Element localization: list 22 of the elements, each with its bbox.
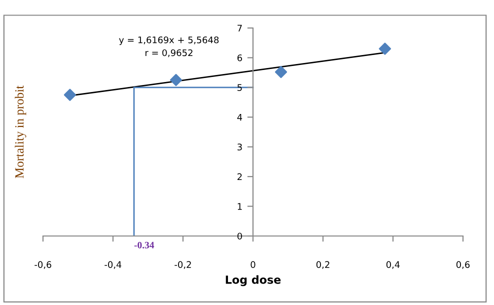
y-tick-label: 6 (237, 54, 242, 62)
x-tick-label: -0,6 (34, 261, 52, 269)
y-tick-label: 0 (237, 232, 242, 240)
x-tick-label: 0,4 (386, 261, 400, 269)
point (274, 66, 288, 78)
x-tick-label: 0,2 (316, 261, 330, 269)
y-tick-label: 1 (238, 203, 242, 210)
annotation: y = 1,6169x + 5,5648 r = 0,9652 (119, 36, 219, 58)
x-tick-label: -0,2 (174, 261, 191, 269)
y-tick-label: 3 (238, 144, 242, 150)
x-tick-label: 0 (250, 261, 256, 268)
x-axis-title: Log dose (226, 275, 281, 286)
x-tick-label: -0,4 (104, 261, 122, 269)
point (64, 88, 76, 101)
y-tick-label: 7 (238, 24, 242, 32)
y-axis-title: Mortality in probit (14, 86, 26, 178)
annotation: -0.34 (134, 242, 154, 248)
point (378, 42, 392, 55)
point (170, 74, 182, 86)
y-tick-label: 2 (238, 173, 242, 180)
y-tick-label: 4 (237, 114, 242, 121)
x-tick-label: 0,6 (456, 261, 470, 269)
